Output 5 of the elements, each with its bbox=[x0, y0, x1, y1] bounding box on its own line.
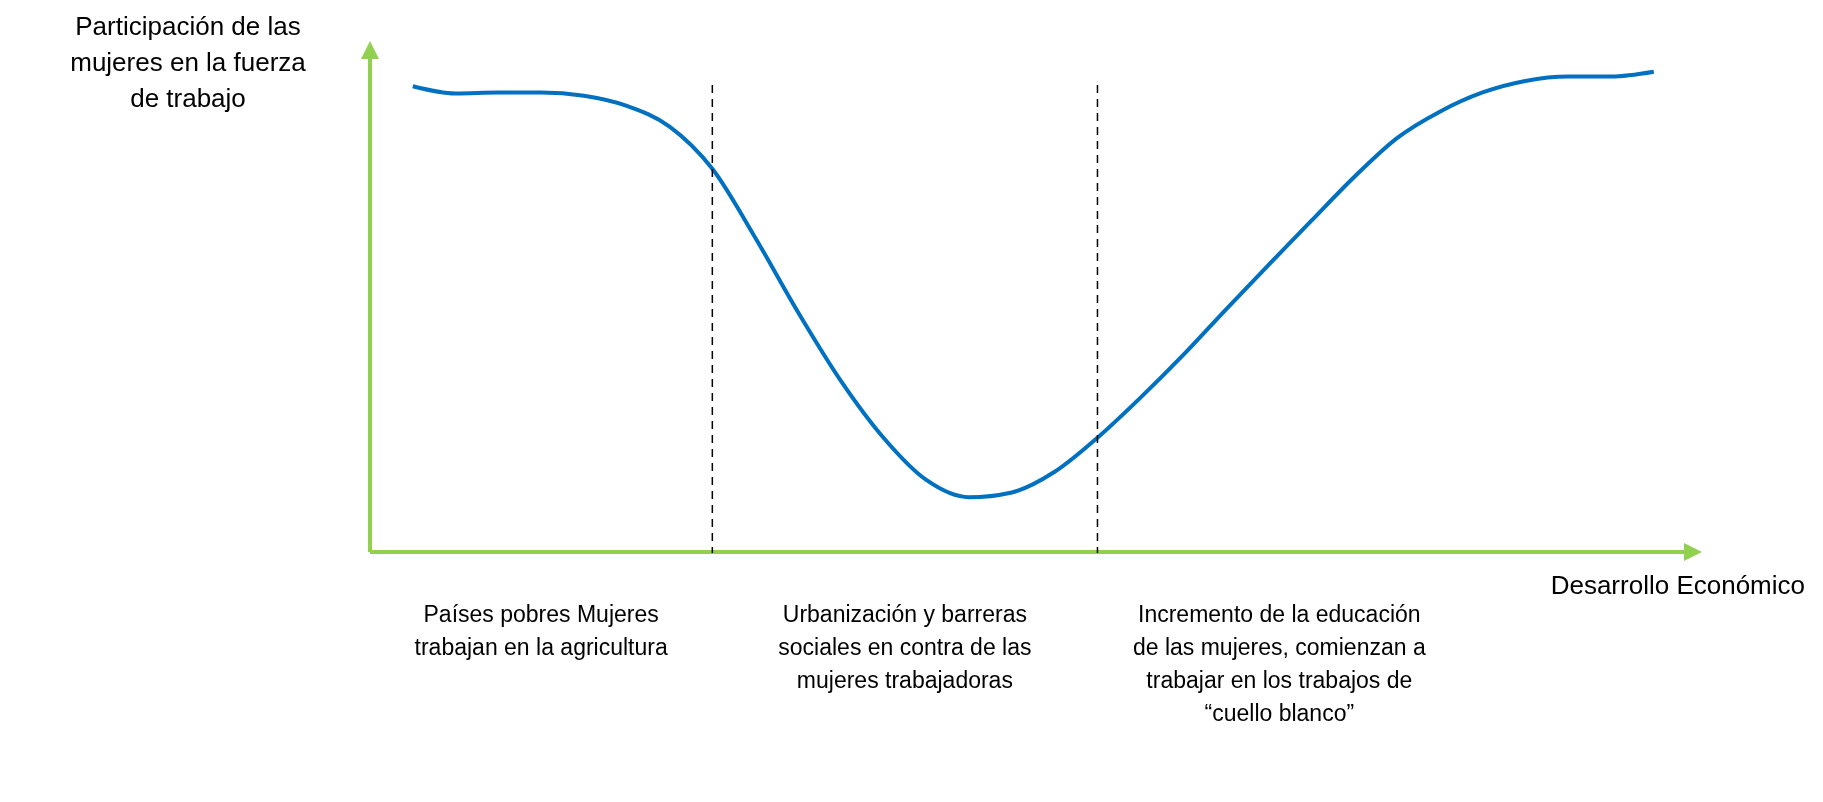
y-axis-title: Participación de las mujeres en la fuerza de trabajo bbox=[69, 10, 307, 115]
text: Urbanización y barreras sociales en contra de las mujeres trabajadoras bbox=[777, 600, 1033, 695]
text: Incremento de la educación de las mujeres, comienzan a trabajar en los trabajos de “cuello blanco” bbox=[1131, 600, 1427, 728]
x-axis-title: Desarrollo Económico bbox=[1550, 570, 1805, 601]
text: Países pobres Mujeres trabajan en la agricultura bbox=[413, 600, 669, 662]
